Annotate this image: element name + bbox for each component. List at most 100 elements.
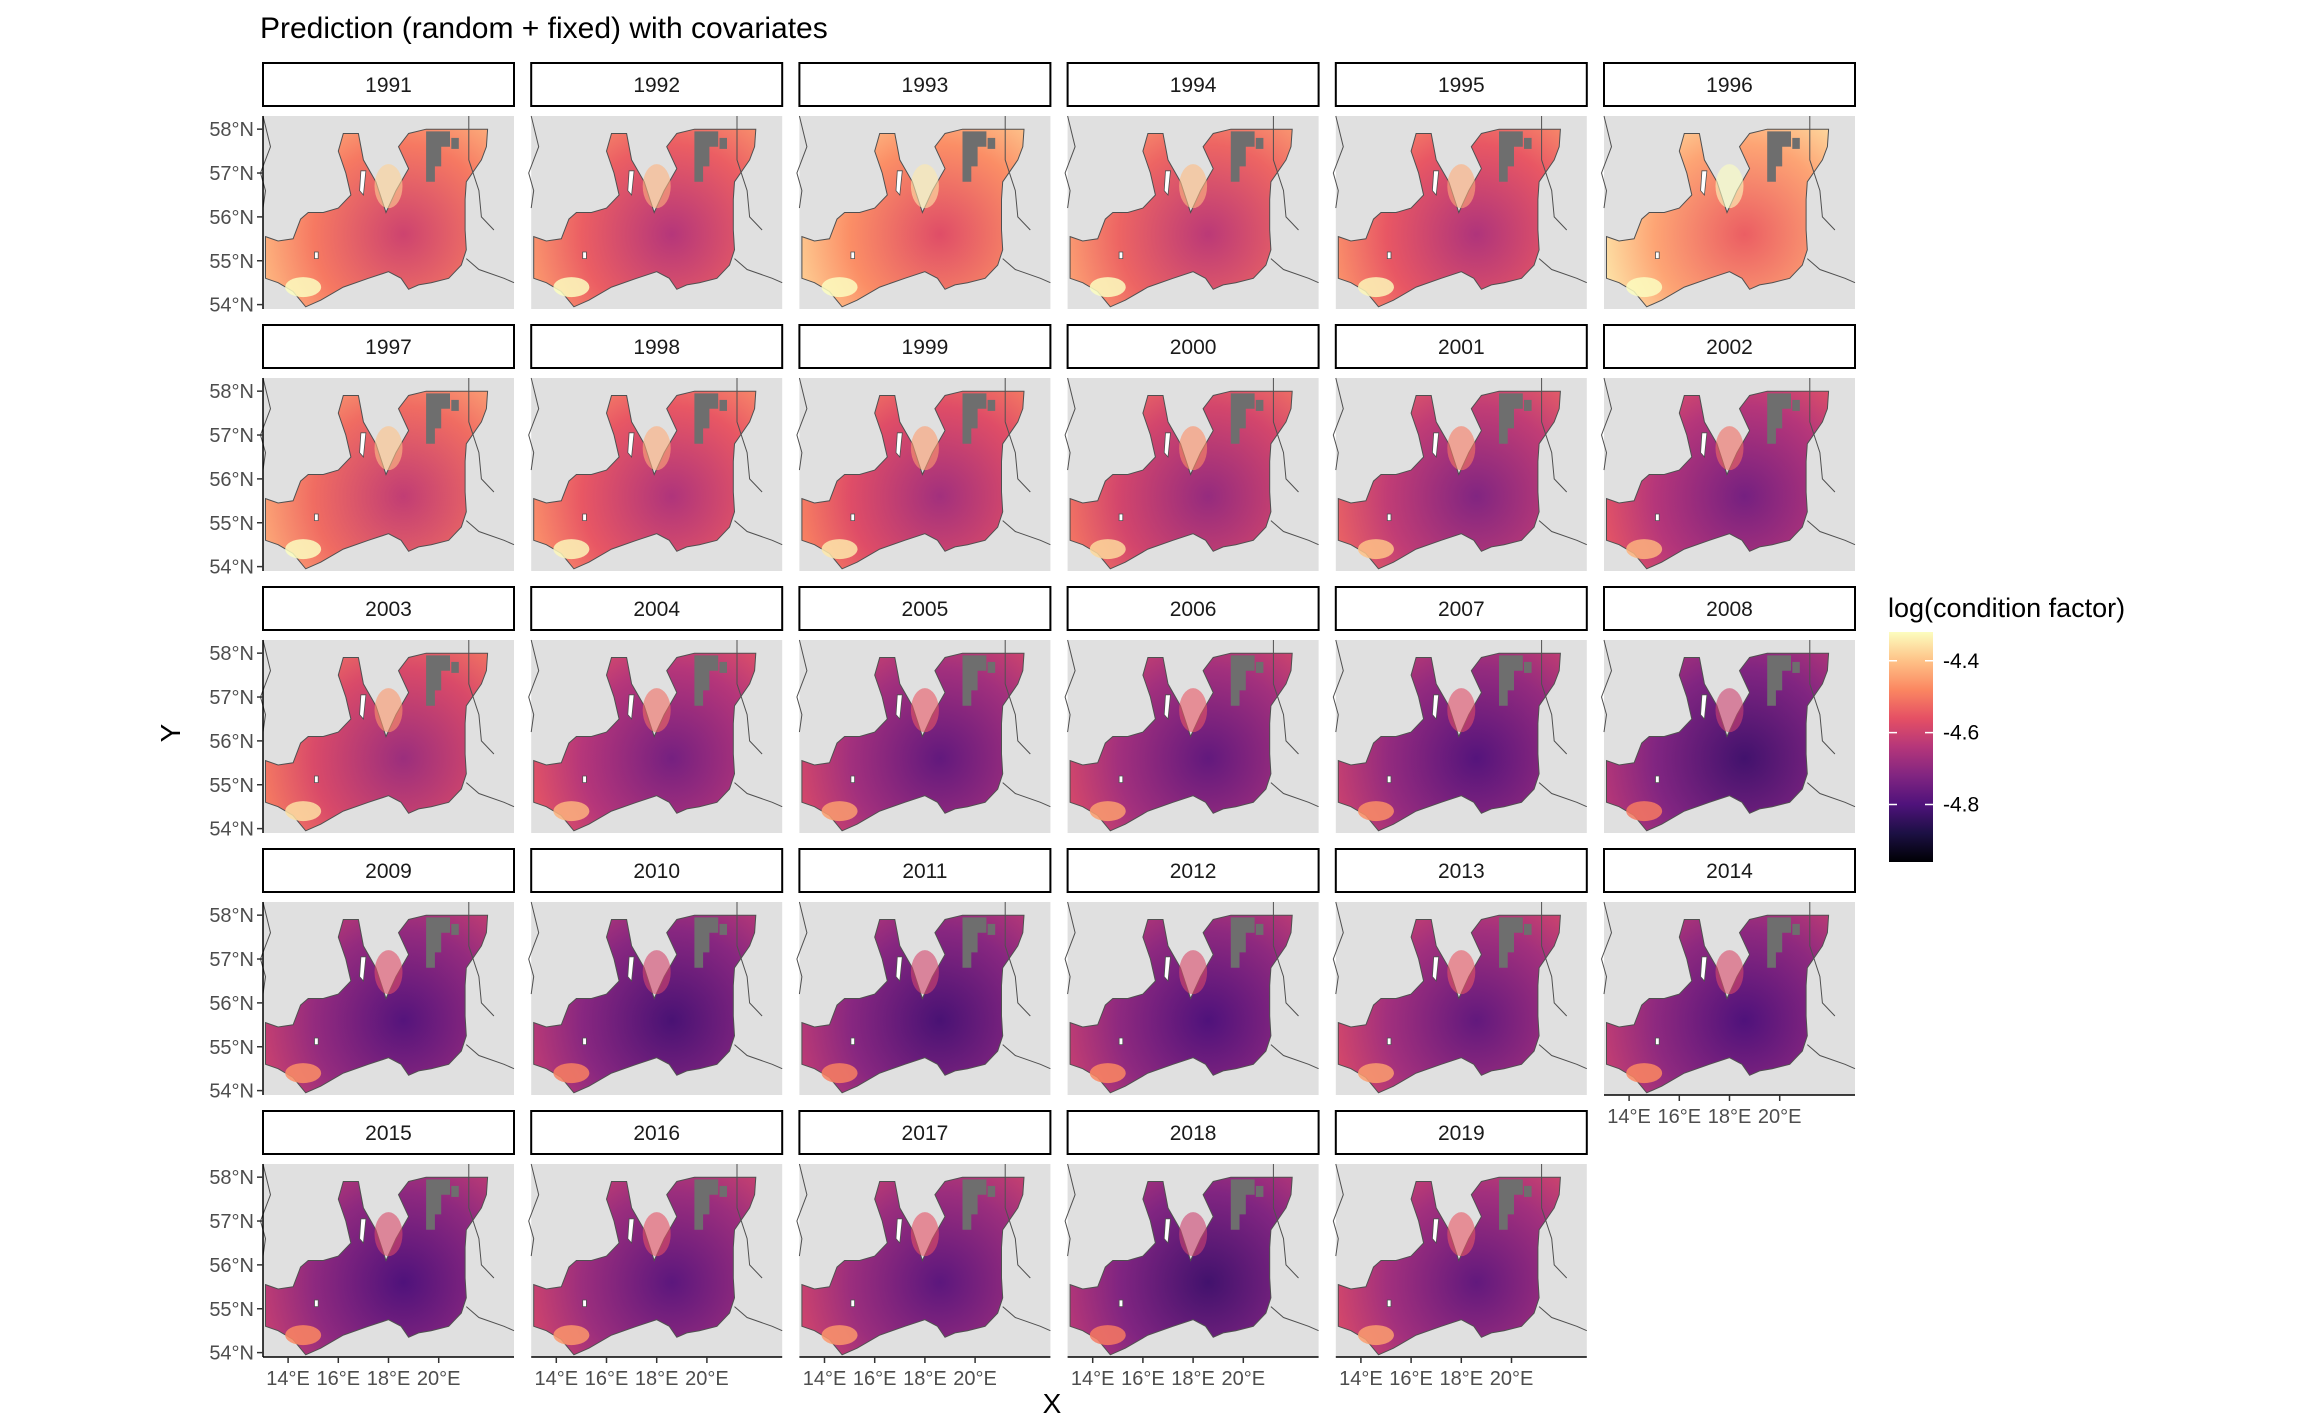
facet-panels: 1991 54°N 55°N 56°N 57°N 58°N 1992 1993 1994 1995… (209, 62, 1856, 1390)
coastline-2 (465, 258, 515, 284)
facet-strip (1603, 848, 1856, 893)
facet-panel-1996: 1996 (1600, 62, 1856, 309)
masked-cells (1230, 1179, 1255, 1230)
masked-cells (694, 393, 719, 444)
coastline-0 (796, 1163, 808, 1257)
island-oland (1431, 694, 1440, 720)
island-oland (1163, 170, 1171, 196)
island-bornholm (582, 513, 587, 521)
island-bornholm (1655, 513, 1660, 521)
y-tick-label: 58°N (209, 643, 254, 665)
coastline-2 (1002, 1306, 1051, 1332)
masked-cells (426, 393, 450, 444)
coastline-2 (1270, 258, 1319, 284)
coastline-1 (468, 378, 495, 493)
hotspot-southwest (1357, 539, 1394, 560)
x-tick-label: 14°E (1607, 1106, 1651, 1128)
x-axis-label: X (1043, 1388, 1062, 1419)
x-tick-label: 20°E (953, 1368, 997, 1390)
coastline-0 (1600, 115, 1613, 209)
hotspot-central (1447, 950, 1476, 995)
facet-strip-label: 1999 (902, 336, 949, 359)
island-oland (1431, 956, 1440, 982)
coastline-0 (528, 377, 540, 471)
facet-strip (262, 324, 515, 369)
hotspot-central (1447, 688, 1476, 733)
hotspot-southwest (285, 1063, 322, 1084)
masked-cells-small (1255, 399, 1264, 411)
island-bornholm (1655, 1037, 1660, 1045)
facet-strip-label: 2014 (1706, 860, 1753, 883)
island-oland (1431, 170, 1440, 196)
island-oland (1431, 432, 1440, 458)
facet-strip (1334, 586, 1588, 631)
y-tick-label: 56°N (209, 469, 254, 491)
facet-strip-label: 2009 (365, 860, 412, 883)
masked-cells-small (987, 137, 996, 149)
facet-panel-2010: 2010 (528, 848, 784, 1095)
hotspot-southwest (1626, 1063, 1663, 1084)
hotspot-southwest (1357, 801, 1394, 822)
coastline-2 (1538, 1306, 1588, 1332)
masked-cells-small (451, 137, 459, 149)
masked-cells-small (1524, 661, 1532, 673)
island-bornholm (582, 775, 587, 783)
facet-strip (1066, 586, 1320, 631)
island-oland (895, 1218, 903, 1244)
coastline-0 (1600, 377, 1613, 471)
island-bornholm (582, 1037, 587, 1045)
island-bornholm (1118, 1299, 1124, 1307)
hotspot-southwest (553, 801, 590, 822)
island-oland (895, 956, 903, 982)
coastline-1 (1272, 1164, 1299, 1279)
island-oland (359, 956, 367, 982)
facet-strip (530, 1110, 784, 1155)
coastline-0 (796, 115, 808, 209)
facet-strip (798, 586, 1052, 631)
facet-panel-1995: 1995 (1332, 62, 1588, 309)
coastline-2 (465, 1044, 515, 1070)
masked-cells (426, 131, 450, 182)
island-bornholm (1386, 513, 1392, 521)
y-tick-label: 55°N (209, 1037, 254, 1059)
facet-strip-label: 1993 (902, 74, 949, 97)
facet-strip (262, 1110, 515, 1155)
masked-cells (426, 1179, 450, 1230)
coastline-2 (734, 1306, 783, 1332)
hotspot-central (1447, 164, 1476, 209)
coastline-0 (1064, 115, 1076, 209)
y-tick-label: 57°N (209, 425, 254, 447)
facet-strip (530, 324, 784, 369)
facet-strip (262, 62, 515, 107)
island-bornholm (314, 251, 319, 260)
masked-cells-small (1255, 923, 1264, 935)
legend-tick-label: -4.4 (1943, 650, 1980, 673)
facet-strip (262, 848, 515, 893)
facet-panel-2000: 2000 (1064, 324, 1320, 571)
facet-panel-2002: 2002 (1600, 324, 1856, 571)
coastline-1 (736, 1164, 763, 1279)
x-tick-label: 18°E (1440, 1368, 1484, 1390)
island-bornholm (850, 251, 855, 260)
facet-strip-label: 1994 (1170, 74, 1217, 97)
masked-cells-small (987, 1185, 996, 1197)
y-tick-label: 56°N (209, 993, 254, 1015)
facet-panel-2007: 2007 (1332, 586, 1588, 833)
y-tick-label: 56°N (209, 731, 254, 753)
masked-cells-small (451, 399, 459, 411)
masked-cells (426, 655, 450, 706)
hotspot-southwest (553, 539, 590, 560)
hotspot-central (1179, 164, 1208, 209)
facet-panel-2006: 2006 (1064, 586, 1320, 833)
hotspot-central (1715, 688, 1744, 733)
island-oland (1163, 694, 1171, 720)
coastline-1 (1809, 640, 1836, 755)
island-oland (627, 170, 635, 196)
facet-panel-2005: 2005 (796, 586, 1052, 833)
masked-cells-small (719, 661, 727, 673)
y-tick-label: 57°N (209, 163, 254, 185)
coastline-0 (1600, 639, 1613, 733)
y-tick-label: 58°N (209, 119, 254, 141)
island-bornholm (1386, 1299, 1392, 1307)
x-tick-label: 16°E (1389, 1368, 1433, 1390)
